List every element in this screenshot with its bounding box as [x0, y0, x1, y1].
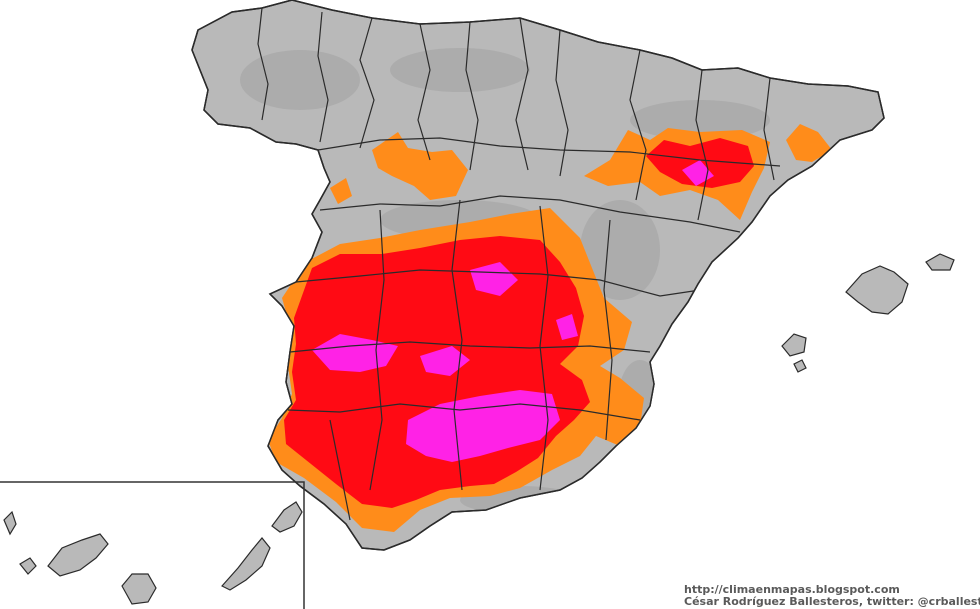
- la-gomera-island: [19, 557, 37, 575]
- fuerteventura-island: [221, 537, 271, 591]
- lanzarote-island: [271, 501, 303, 533]
- credits-url: http://climaenmapas.blogspot.com: [684, 583, 900, 596]
- mallorca-island: [845, 265, 909, 315]
- inset-frame: [0, 481, 305, 609]
- gran-canaria-island: [121, 573, 157, 605]
- la-palma-island: [3, 510, 17, 536]
- balearic-islands: [781, 253, 955, 373]
- credits-author: César Rodríguez Ballesteros, twitter: @c…: [684, 595, 980, 608]
- tenerife-island: [47, 533, 109, 577]
- canary-islands-inset: [0, 481, 305, 609]
- map-credits: http://climaenmapas.blogspot.com César R…: [684, 584, 980, 608]
- menorca-island: [925, 253, 955, 271]
- formentera-island: [793, 359, 807, 373]
- ibiza-island: [781, 333, 807, 357]
- mainland-outline: [191, 0, 885, 551]
- province-borders: [257, 7, 781, 521]
